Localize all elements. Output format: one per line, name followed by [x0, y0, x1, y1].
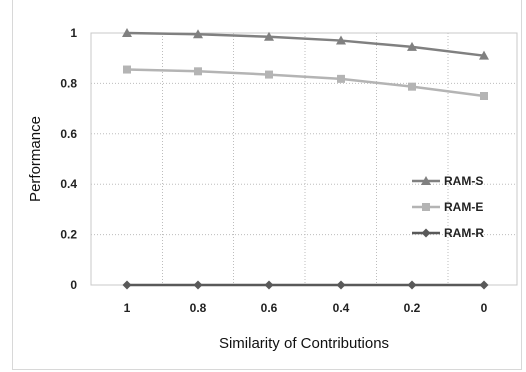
series-ram-s: [122, 28, 489, 60]
x-tick-label: 0.6: [261, 301, 278, 315]
data-point-ram-e: [337, 74, 345, 83]
series-ram-r: [122, 280, 489, 290]
y-tick-label: 0.8: [60, 76, 77, 90]
data-point-ram-r: [479, 280, 489, 290]
data-point-ram-r: [264, 280, 274, 290]
series-line-ram-s: [126, 31, 485, 57]
data-point-ram-e: [265, 70, 273, 79]
data-point-ram-e: [480, 92, 488, 100]
data-point-ram-s: [479, 50, 489, 60]
data-point-ram-s: [122, 28, 132, 37]
legend-label-ram-s: RAM-S: [444, 174, 483, 188]
y-tick-label: 0: [70, 278, 77, 292]
legend-marker-ram-r: [421, 228, 431, 238]
y-tick-label: 0.6: [60, 127, 77, 141]
legend-marker-ram-s: [421, 176, 431, 185]
data-point-ram-r: [122, 280, 132, 290]
tick-layer: 0 0.2 0.4 0.6 0.8 1 1 0.8 0.6 0.4 0.2 0: [60, 26, 487, 315]
data-point-ram-s: [407, 41, 417, 51]
x-tick-label: 0: [481, 301, 488, 315]
legend-label-ram-r: RAM-R: [444, 226, 484, 240]
chart-frame: [12, 0, 522, 370]
series-line-ram-e: [126, 68, 485, 98]
data-point-ram-r: [407, 280, 417, 290]
data-point-ram-e: [194, 67, 202, 76]
series-ram-e: [123, 65, 488, 100]
x-tick-label: 1: [124, 301, 131, 315]
data-point-ram-e: [123, 65, 131, 74]
data-point-ram-s: [264, 31, 274, 41]
x-tick-label: 0.2: [404, 301, 421, 315]
legend-marker-ram-e: [422, 203, 430, 211]
x-axis-title: Similarity of Contributions: [219, 335, 389, 352]
x-tick-label: 0.4: [333, 301, 350, 315]
data-point-ram-e: [408, 82, 416, 91]
y-tick-label: 0.4: [60, 177, 77, 191]
y-tick-label: 0.2: [60, 228, 77, 242]
data-point-ram-s: [193, 29, 203, 39]
legend: RAM-S RAM-E RAM-R: [412, 174, 484, 240]
legend-label-ram-e: RAM-E: [444, 200, 483, 214]
data-point-ram-r: [193, 280, 203, 290]
series-layer: [122, 28, 489, 290]
data-point-ram-s: [336, 35, 346, 45]
x-tick-label: 0.8: [190, 301, 207, 315]
y-axis-title: Performance: [27, 116, 44, 202]
y-tick-label: 1: [70, 26, 77, 40]
data-point-ram-r: [336, 280, 346, 290]
